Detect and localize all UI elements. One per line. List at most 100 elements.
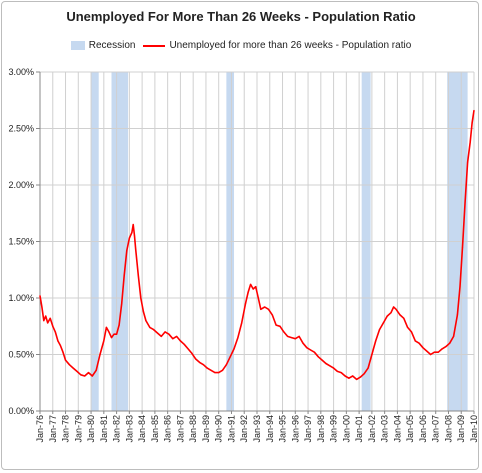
series-point-0-130 bbox=[473, 109, 475, 112]
series-point-0-43 bbox=[160, 335, 162, 338]
series-point-0-94 bbox=[348, 377, 350, 379]
series-point-0-116 bbox=[430, 353, 432, 356]
series-point-0-5 bbox=[49, 317, 51, 319]
series-point-0-79 bbox=[290, 336, 293, 339]
series-point-0-123 bbox=[456, 314, 459, 316]
series-point-0-30 bbox=[126, 249, 128, 252]
series-point-0-92 bbox=[340, 371, 342, 374]
x-tick-label-14: Jan-90 bbox=[214, 415, 224, 443]
y-tick-label-2: 1.00% bbox=[8, 293, 34, 303]
series-point-0-71 bbox=[260, 308, 262, 310]
series-point-0-6 bbox=[52, 325, 54, 327]
series-point-0-84 bbox=[310, 349, 312, 351]
series-point-0-110 bbox=[407, 326, 409, 328]
series-point-0-77 bbox=[283, 331, 285, 333]
series-point-0-21 bbox=[103, 340, 105, 342]
series-point-0-82 bbox=[302, 342, 304, 344]
series-point-0-127 bbox=[467, 161, 469, 163]
series-point-0-33 bbox=[132, 223, 134, 226]
x-tick-label-17: Jan-93 bbox=[252, 415, 262, 443]
x-tick-label-5: Jan-81 bbox=[99, 415, 109, 443]
series-point-0-58 bbox=[218, 371, 220, 374]
series-point-0-41 bbox=[153, 329, 155, 331]
series-point-0-129 bbox=[471, 122, 473, 124]
legend: Recession Unemployed for more than 26 we… bbox=[0, 40, 482, 51]
y-tick-label-5: 2.50% bbox=[8, 124, 34, 134]
series-point-0-22 bbox=[105, 326, 107, 328]
x-tick-label-15: Jan-91 bbox=[226, 415, 236, 443]
x-tick-label-9: Jan-85 bbox=[150, 415, 160, 443]
series-point-0-53 bbox=[198, 361, 201, 364]
x-tick-label-21: Jan-97 bbox=[303, 415, 313, 443]
series-point-0-2 bbox=[43, 320, 45, 322]
x-tick-label-13: Jan-89 bbox=[201, 415, 211, 443]
series-point-0-31 bbox=[128, 237, 130, 239]
series-point-0-3 bbox=[45, 315, 47, 317]
series-point-0-78 bbox=[287, 335, 289, 338]
series-point-0-14 bbox=[76, 370, 78, 373]
series-point-0-7 bbox=[54, 331, 56, 333]
series-point-0-100 bbox=[371, 353, 373, 356]
series-point-0-25 bbox=[113, 333, 115, 335]
series-point-0-36 bbox=[137, 274, 139, 276]
x-tick-label-2: Jan-78 bbox=[61, 415, 71, 443]
series-point-0-49 bbox=[183, 343, 185, 345]
series-point-0-9 bbox=[59, 344, 62, 347]
series-point-0-27 bbox=[118, 324, 120, 326]
series-point-0-47 bbox=[175, 335, 178, 338]
series-point-0-98 bbox=[363, 373, 365, 375]
series-point-0-83 bbox=[306, 347, 308, 349]
x-tick-label-10: Jan-86 bbox=[163, 415, 173, 443]
series-point-0-111 bbox=[410, 331, 413, 333]
series-point-0-68 bbox=[252, 288, 254, 290]
x-tick-label-32: Jan-08 bbox=[443, 415, 453, 443]
y-tick-label-1: 0.50% bbox=[8, 350, 34, 360]
series-point-0-29 bbox=[123, 274, 125, 276]
series-point-0-15 bbox=[80, 374, 82, 376]
series-point-0-93 bbox=[344, 375, 346, 377]
legend-label-series: Unemployed for more than 26 weeks - Popu… bbox=[169, 40, 412, 51]
x-tick-label-16: Jan-92 bbox=[239, 415, 249, 443]
series-point-0-112 bbox=[414, 340, 416, 342]
series-point-0-28 bbox=[121, 303, 123, 305]
x-tick-label-25: Jan-01 bbox=[354, 415, 364, 443]
x-tick-label-34: Jan-10 bbox=[469, 415, 479, 443]
x-tick-label-31: Jan-07 bbox=[431, 415, 441, 443]
y-tick-label-3: 1.50% bbox=[8, 237, 34, 247]
series-point-0-126 bbox=[464, 201, 466, 203]
series-point-0-42 bbox=[156, 332, 159, 334]
series-point-0-67 bbox=[250, 283, 252, 286]
series-point-0-70 bbox=[257, 297, 259, 299]
x-tick-label-0: Jan-76 bbox=[35, 415, 45, 443]
series-point-0-90 bbox=[332, 367, 335, 369]
series-point-0-10 bbox=[62, 351, 64, 353]
series-point-0-117 bbox=[433, 351, 436, 353]
series-point-0-125 bbox=[461, 246, 464, 248]
y-tick-label-0: 0.00% bbox=[8, 406, 34, 416]
series-point-0-62 bbox=[233, 348, 235, 350]
x-tick-label-12: Jan-88 bbox=[188, 415, 198, 443]
x-tick-label-1: Jan-77 bbox=[48, 415, 58, 443]
series-point-0-50 bbox=[187, 348, 189, 350]
series-point-0-73 bbox=[267, 308, 270, 310]
series-point-0-35 bbox=[135, 248, 137, 251]
series-point-0-1 bbox=[41, 306, 43, 308]
series-point-0-45 bbox=[168, 333, 170, 335]
series-point-0-51 bbox=[191, 352, 193, 354]
series-point-0-56 bbox=[210, 369, 212, 371]
series-point-0-39 bbox=[145, 320, 147, 322]
series-point-0-113 bbox=[418, 342, 420, 344]
x-tick-label-8: Jan-84 bbox=[137, 415, 147, 443]
series-point-0-76 bbox=[279, 325, 281, 327]
series-point-0-107 bbox=[395, 308, 397, 310]
series-point-0-80 bbox=[294, 338, 296, 340]
series-point-0-64 bbox=[241, 322, 243, 324]
x-tick-label-7: Jan-83 bbox=[124, 415, 134, 443]
series-point-0-20 bbox=[99, 353, 101, 356]
series-point-0-34 bbox=[133, 235, 136, 237]
series-point-0-40 bbox=[149, 326, 151, 328]
series-point-0-89 bbox=[329, 365, 331, 367]
series-point-0-4 bbox=[47, 322, 49, 324]
